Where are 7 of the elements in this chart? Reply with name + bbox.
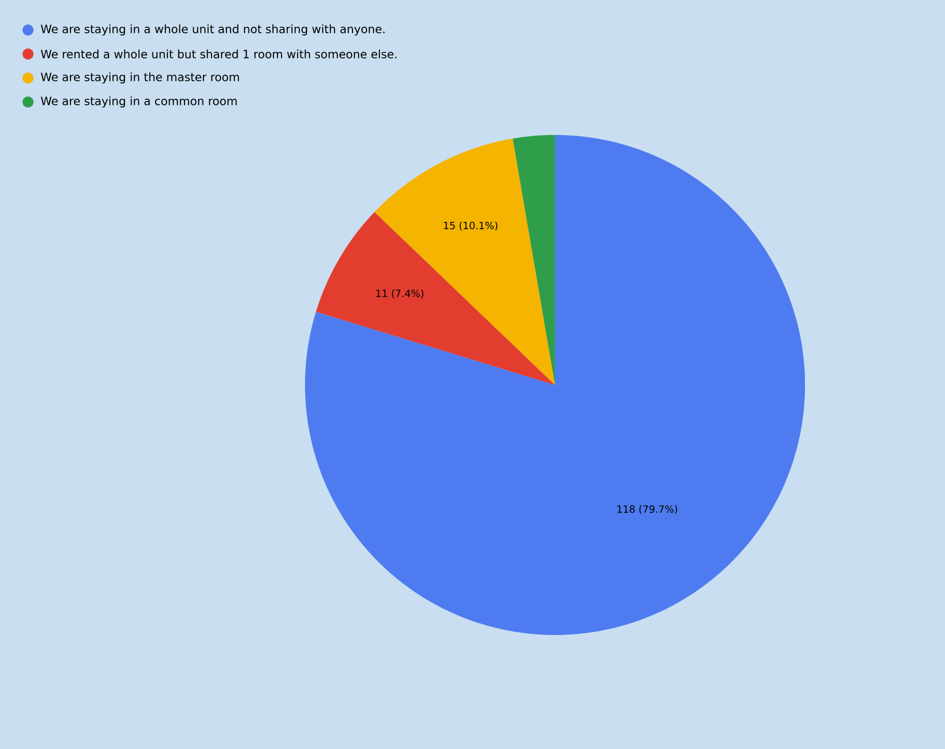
data-label: 118 (79.7%) <box>617 505 678 514</box>
data-label: 11 (7.4%) <box>376 289 424 298</box>
data-label: 15 (10.1%) <box>444 222 498 230</box>
legend-label: We rented a whole unit but shared 1 room with someone else. <box>40 50 396 58</box>
legend-label: We are staying in the master room <box>40 72 239 84</box>
legend-label: We are staying in a whole unit and not sharing with anyone. <box>40 24 384 36</box>
legend-label: We are staying in a common room <box>40 96 237 108</box>
